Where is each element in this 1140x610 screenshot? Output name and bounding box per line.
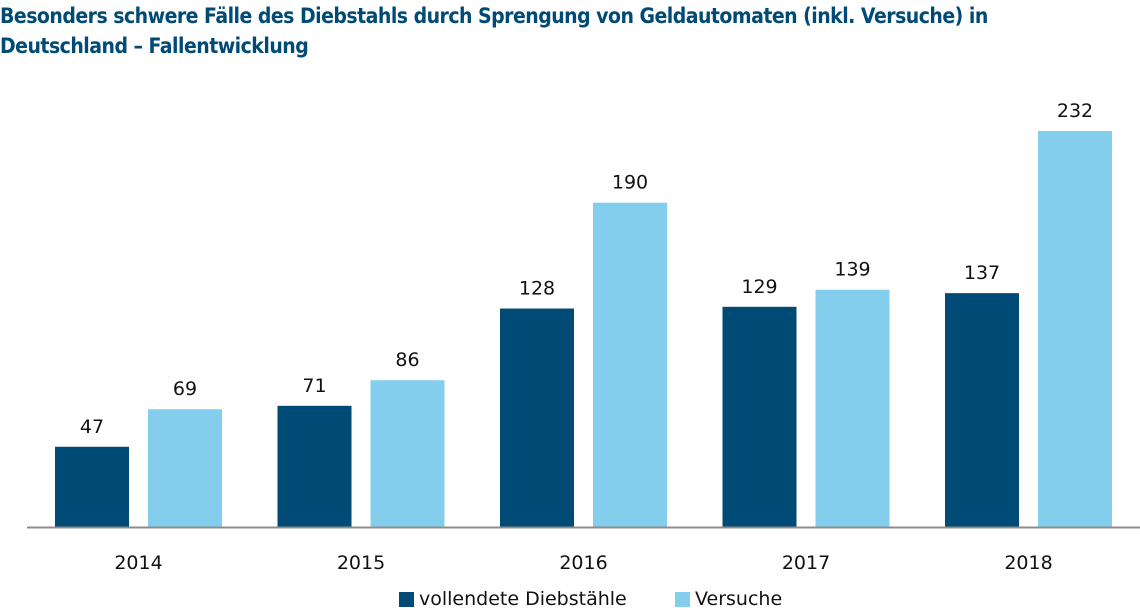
data-label-vollendete-2014: 47 bbox=[80, 416, 104, 438]
data-label-vollendete-2017: 129 bbox=[741, 276, 777, 298]
bar-versuche-2016 bbox=[593, 202, 667, 528]
data-label-versuche-2016: 190 bbox=[612, 172, 648, 194]
data-label-vollendete-2018: 137 bbox=[964, 262, 1000, 284]
chart-title-line-1: Besonders schwere Fälle des Diebstahls d… bbox=[0, 4, 988, 29]
legend-label-versuche: Versuche bbox=[695, 588, 783, 610]
x-tick-label-2015: 2015 bbox=[337, 552, 385, 574]
data-label-vollendete-2016: 128 bbox=[519, 278, 555, 300]
legend-swatch-vollendete bbox=[399, 591, 414, 607]
legend-label-vollendete: vollendete Diebstähle bbox=[419, 588, 627, 610]
bar-vollendete-2017 bbox=[722, 306, 797, 527]
legend-swatch-versuche bbox=[675, 591, 690, 607]
bar-vollendete-2018 bbox=[945, 293, 1019, 527]
data-label-versuche-2015: 86 bbox=[395, 349, 419, 371]
legend-item-vollendete: vollendete Diebstähle bbox=[399, 588, 627, 610]
chart-title: Besonders schwere Fälle des Diebstahls d… bbox=[0, 2, 1003, 62]
data-label-versuche-2014: 69 bbox=[173, 378, 197, 400]
data-label-versuche-2017: 139 bbox=[834, 259, 870, 281]
bar-versuche-2014 bbox=[148, 409, 222, 527]
bar-versuche-2015 bbox=[370, 380, 445, 527]
legend: vollendete Diebstähle Versuche bbox=[0, 588, 1140, 610]
data-label-vollendete-2015: 71 bbox=[302, 375, 326, 397]
x-tick-label-2017: 2017 bbox=[782, 552, 830, 574]
chart-title-line-2: Deutschland – Fallentwicklung bbox=[0, 34, 309, 59]
bar-vollendete-2016 bbox=[500, 308, 574, 527]
legend-item-versuche: Versuche bbox=[675, 588, 782, 610]
x-tick-label-2016: 2016 bbox=[559, 552, 607, 574]
bar-vollendete-2015 bbox=[277, 405, 352, 527]
data-label-versuche-2018: 232 bbox=[1057, 100, 1093, 122]
bar-versuche-2017 bbox=[815, 289, 890, 527]
bar-chart: 47 69 2014 71 86 2015 128 190 2016 129 139 2017 137 2… bbox=[27, 100, 1140, 574]
bar-vollendete-2014 bbox=[55, 446, 129, 527]
bar-versuche-2018 bbox=[1038, 131, 1112, 527]
x-tick-label-2018: 2018 bbox=[1004, 552, 1052, 574]
x-tick-label-2014: 2014 bbox=[114, 552, 162, 574]
